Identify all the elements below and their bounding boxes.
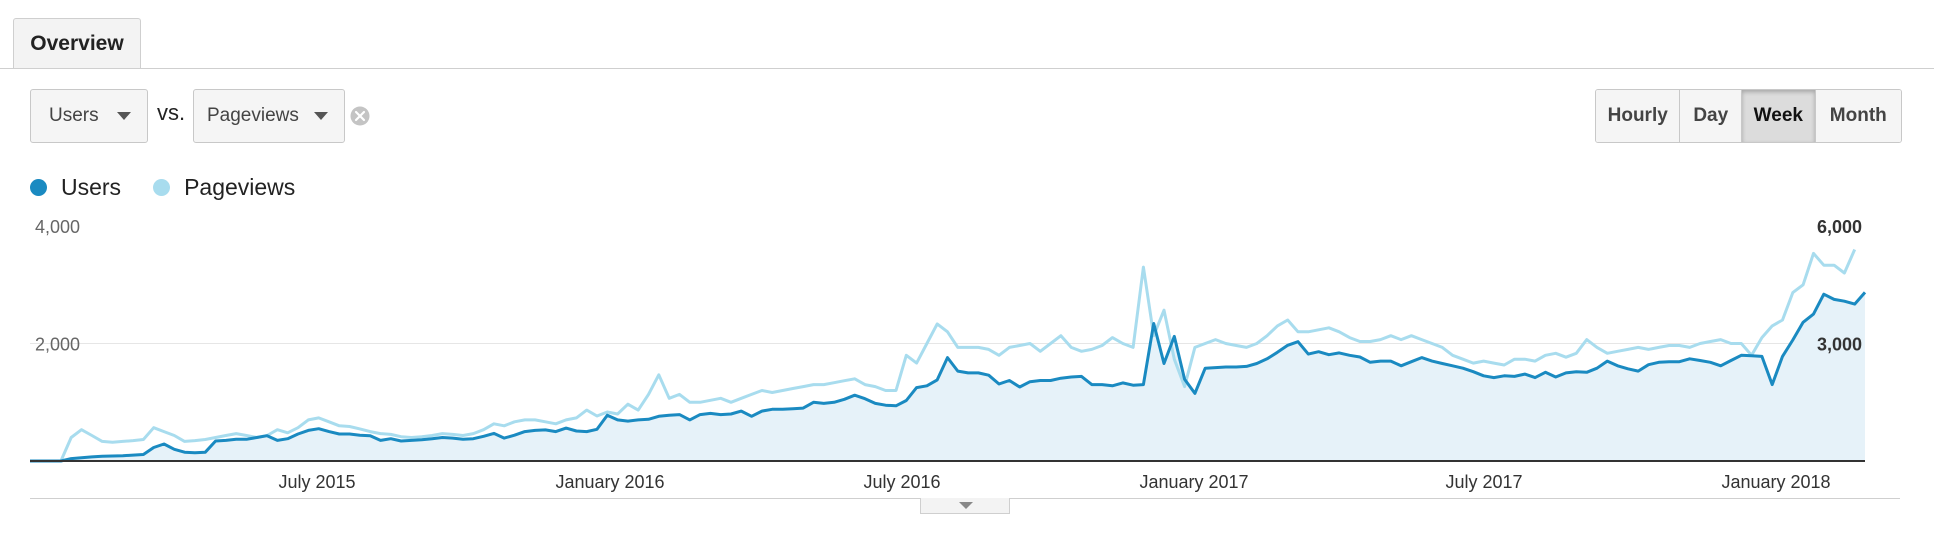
users-area	[30, 292, 1865, 461]
tab-overview[interactable]: Overview	[13, 18, 141, 69]
pageviews-series-line	[30, 248, 1857, 463]
month-button[interactable]: Month	[1815, 90, 1901, 142]
y-right-tick-label: 6,000	[1817, 217, 1862, 237]
x-tick-label: July 2017	[1445, 472, 1522, 492]
chart-legend: Users Pageviews	[30, 174, 327, 201]
legend-label-pageviews: Pageviews	[184, 174, 296, 200]
metric1-dropdown[interactable]: Users	[30, 89, 148, 143]
users-legend-marker	[30, 179, 47, 196]
chevron-down-icon	[959, 502, 973, 509]
remove-metric-icon[interactable]	[350, 106, 370, 126]
chevron-down-icon	[117, 112, 131, 120]
tab-bar: Overview	[0, 0, 1934, 69]
vs-label: vs.	[157, 100, 186, 125]
legend-item-pageviews[interactable]: Pageviews	[153, 174, 295, 201]
legend-item-users[interactable]: Users	[30, 174, 121, 201]
x-tick-label: July 2016	[863, 472, 940, 492]
pageviews-legend-marker	[153, 179, 171, 196]
line-chart: 4,000 2,000 6,000 3,000 July 2015 January 201…	[30, 217, 1867, 492]
collapse-chart-handle[interactable]	[920, 498, 1010, 514]
tab-bar-divider	[0, 68, 1934, 69]
week-button[interactable]: Week	[1742, 90, 1816, 142]
metric2-dropdown[interactable]: Pageviews	[193, 89, 345, 143]
x-tick-label: January 2017	[1139, 472, 1248, 492]
legend-label-users: Users	[61, 174, 122, 200]
chevron-down-icon	[314, 112, 328, 120]
x-tick-label: January 2018	[1721, 472, 1830, 492]
y-right-tick-label: 3,000	[1817, 335, 1862, 355]
x-tick-label: July 2015	[278, 472, 355, 492]
day-button[interactable]: Day	[1680, 90, 1743, 142]
y-left-tick-label: 2,000	[35, 335, 80, 355]
users-series-line	[30, 291, 1867, 463]
granularity-selector: Hourly Day Week Month	[1595, 89, 1902, 143]
hourly-button[interactable]: Hourly	[1596, 90, 1681, 142]
metric2-selected-label: Pageviews	[207, 105, 299, 126]
x-tick-label: January 2016	[555, 472, 664, 492]
metric1-selected-label: Users	[49, 105, 99, 126]
y-left-tick-label: 4,000	[35, 217, 80, 237]
